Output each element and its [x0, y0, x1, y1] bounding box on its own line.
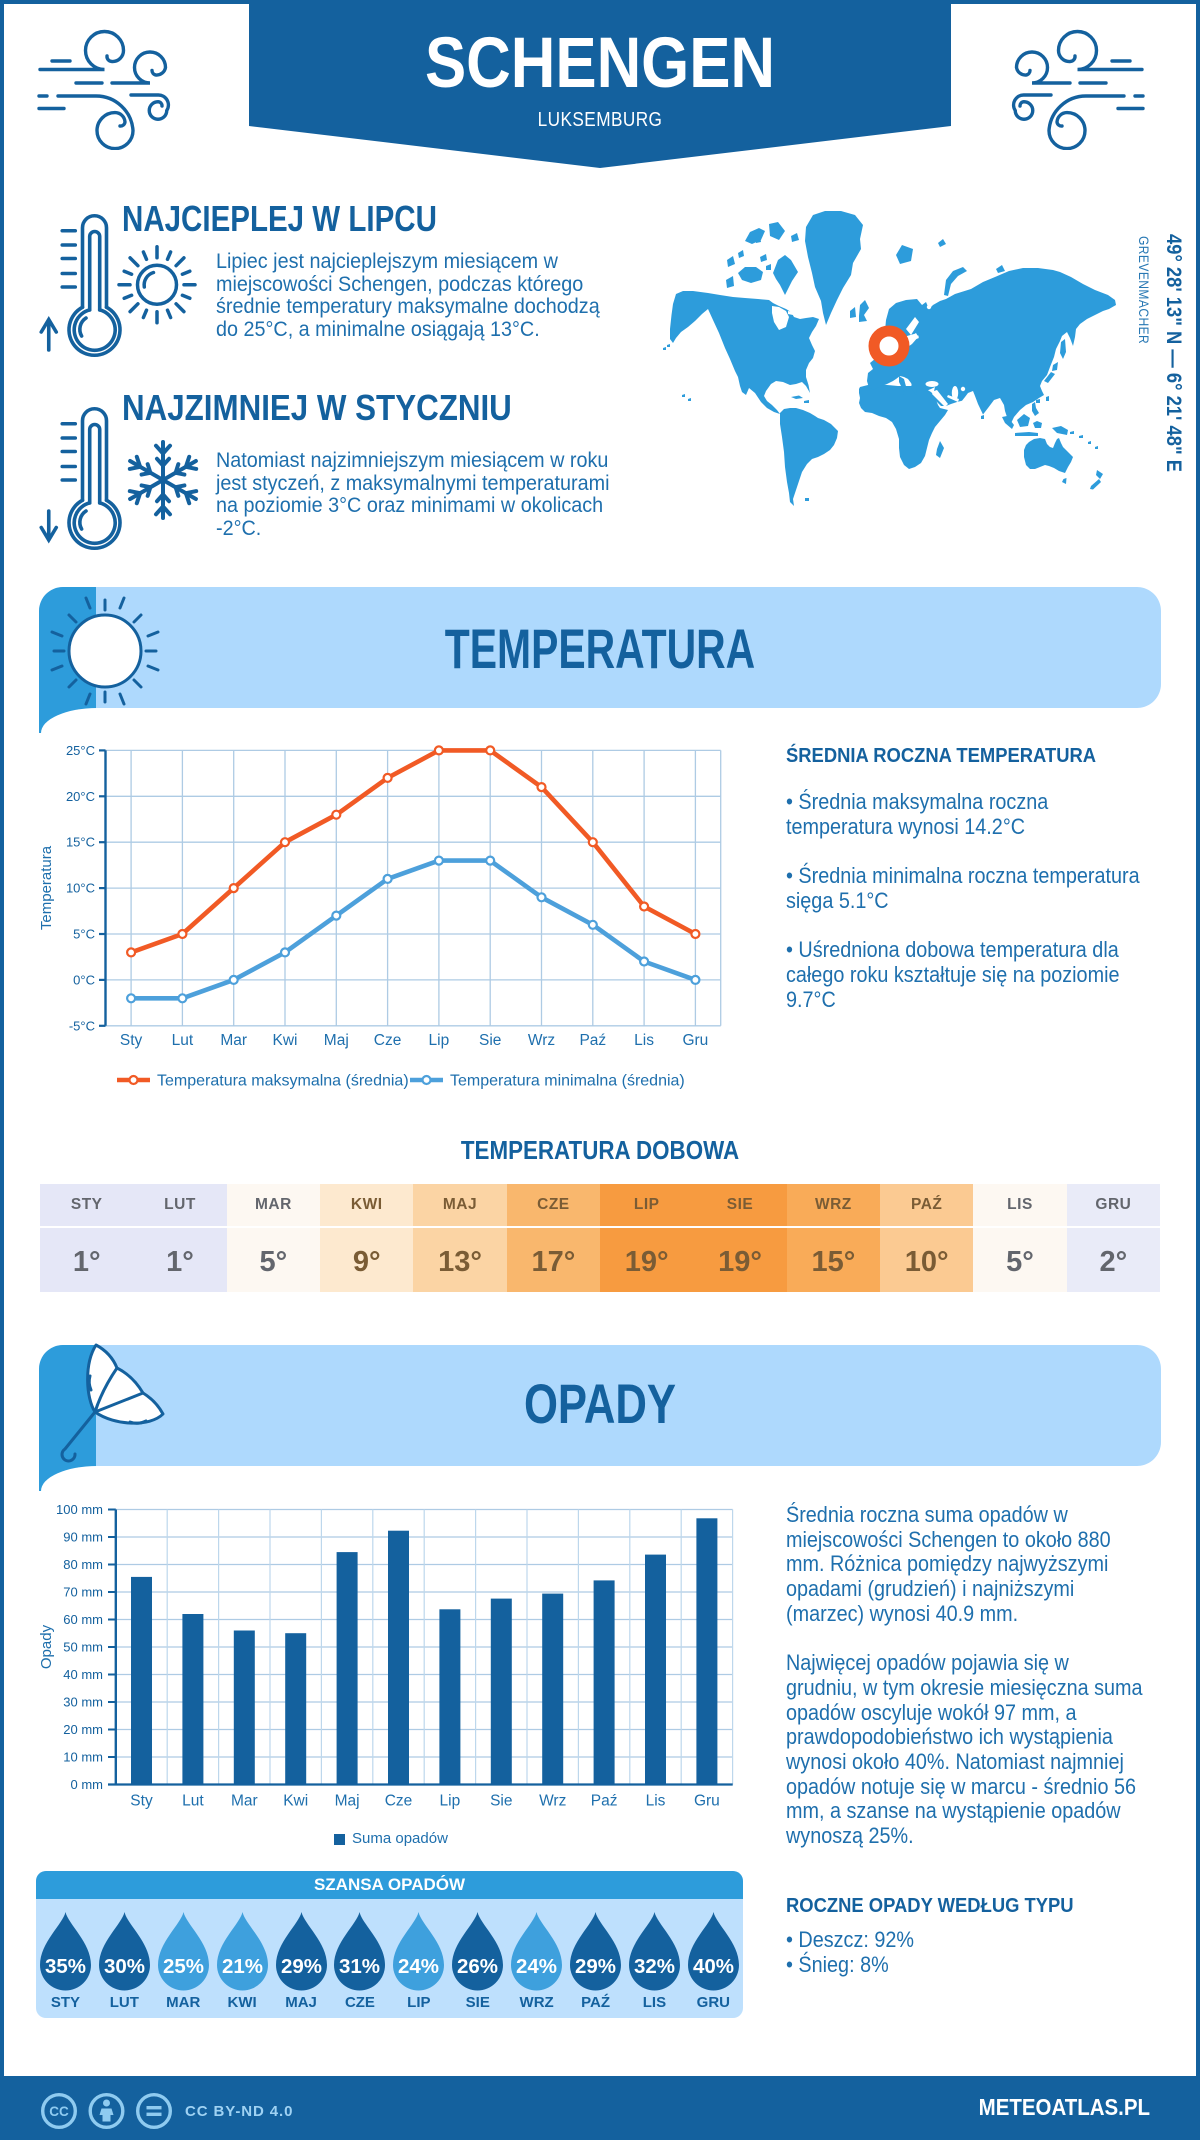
- svg-text:Paź: Paź: [591, 1793, 618, 1810]
- svg-text:Lut: Lut: [172, 1032, 194, 1049]
- svg-text:Temperatura maksymalna (średni: Temperatura maksymalna (średnia): [157, 1073, 409, 1090]
- svg-text:24%: 24%: [398, 1955, 439, 1978]
- svg-text:90 mm: 90 mm: [63, 1530, 103, 1545]
- svg-text:20 mm: 20 mm: [63, 1722, 103, 1737]
- svg-text:Wrz: Wrz: [528, 1032, 555, 1049]
- svg-text:Temperatura: Temperatura: [38, 845, 55, 930]
- svg-text:Cze: Cze: [385, 1793, 413, 1810]
- svg-text:15°C: 15°C: [66, 835, 95, 850]
- svg-text:Maj: Maj: [324, 1032, 349, 1049]
- svg-text:0°C: 0°C: [73, 972, 95, 987]
- svg-text:29%: 29%: [281, 1955, 322, 1978]
- svg-text:5°C: 5°C: [73, 927, 95, 942]
- svg-text:Lis: Lis: [646, 1793, 666, 1810]
- svg-text:21%: 21%: [222, 1955, 263, 1978]
- svg-text:Maj: Maj: [335, 1793, 360, 1810]
- svg-text:Paź: Paź: [579, 1032, 606, 1049]
- svg-text:70 mm: 70 mm: [63, 1585, 103, 1600]
- svg-text:60 mm: 60 mm: [63, 1612, 103, 1627]
- svg-text:Cze: Cze: [374, 1032, 402, 1049]
- svg-text:29%: 29%: [575, 1955, 616, 1978]
- svg-text:25°C: 25°C: [66, 743, 95, 758]
- svg-text:Sie: Sie: [479, 1032, 501, 1049]
- svg-text:100 mm: 100 mm: [56, 1502, 103, 1517]
- svg-text:10 mm: 10 mm: [63, 1750, 103, 1765]
- svg-text:Kwi: Kwi: [283, 1793, 308, 1810]
- svg-text:Gru: Gru: [694, 1793, 720, 1810]
- svg-text:80 mm: 80 mm: [63, 1557, 103, 1572]
- svg-text:30 mm: 30 mm: [63, 1695, 103, 1710]
- svg-text:-5°C: -5°C: [69, 1018, 95, 1033]
- svg-text:Kwi: Kwi: [273, 1032, 298, 1049]
- svg-text:Lut: Lut: [182, 1793, 204, 1810]
- svg-text:Gru: Gru: [682, 1032, 708, 1049]
- svg-text:Temperatura minimalna (średnia: Temperatura minimalna (średnia): [450, 1073, 685, 1090]
- svg-text:Lis: Lis: [634, 1032, 654, 1049]
- svg-text:50 mm: 50 mm: [63, 1640, 103, 1655]
- svg-text:24%: 24%: [516, 1955, 557, 1978]
- svg-text:Suma opadów: Suma opadów: [352, 1830, 448, 1847]
- svg-text:30%: 30%: [104, 1955, 145, 1978]
- svg-text:Opady: Opady: [38, 1624, 55, 1669]
- svg-text:Sty: Sty: [130, 1793, 153, 1810]
- svg-text:Lip: Lip: [429, 1032, 450, 1049]
- svg-text:10°C: 10°C: [66, 881, 95, 896]
- svg-text:25%: 25%: [163, 1955, 204, 1978]
- svg-text:26%: 26%: [457, 1955, 498, 1978]
- svg-text:20°C: 20°C: [66, 789, 95, 804]
- svg-text:Mar: Mar: [231, 1793, 258, 1810]
- svg-text:35%: 35%: [45, 1955, 86, 1978]
- svg-text:40%: 40%: [693, 1955, 734, 1978]
- svg-text:Wrz: Wrz: [539, 1793, 566, 1810]
- svg-text:31%: 31%: [339, 1955, 380, 1978]
- svg-text:Mar: Mar: [220, 1032, 247, 1049]
- svg-text:Sie: Sie: [490, 1793, 512, 1810]
- svg-text:CC: CC: [49, 2104, 69, 2119]
- svg-text:0 mm: 0 mm: [71, 1777, 104, 1792]
- svg-text:Sty: Sty: [120, 1032, 143, 1049]
- svg-text:40 mm: 40 mm: [63, 1667, 103, 1682]
- svg-text:Lip: Lip: [440, 1793, 461, 1810]
- svg-text:32%: 32%: [634, 1955, 675, 1978]
